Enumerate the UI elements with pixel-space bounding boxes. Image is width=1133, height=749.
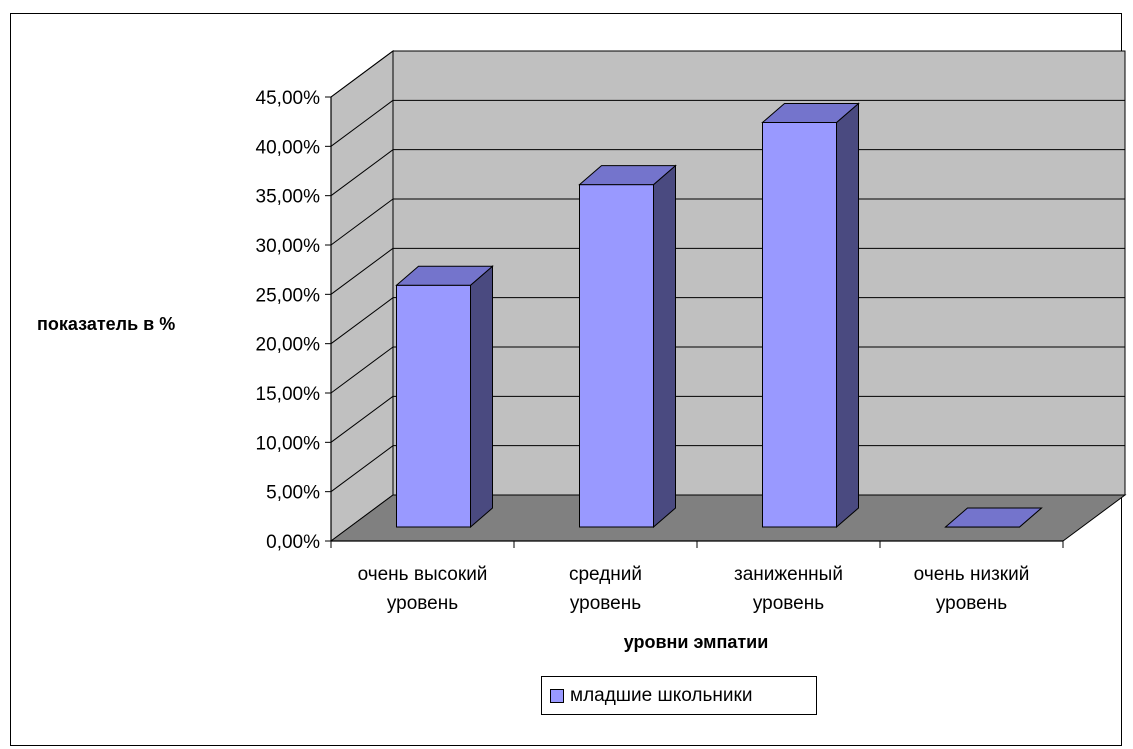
- y-tick-label: 35,00%: [256, 187, 321, 208]
- legend-swatch: [550, 688, 564, 703]
- bar-top: [578, 165, 677, 186]
- gridline-side: [330, 247, 394, 295]
- y-tick-label: 40,00%: [256, 137, 321, 158]
- gridline-side: [330, 395, 394, 443]
- y-tick-label: 10,00%: [256, 433, 321, 454]
- gridline-side: [330, 198, 394, 246]
- gridline-side: [330, 149, 394, 197]
- legend: младшие школьники: [541, 676, 817, 715]
- y-tick-label: 20,00%: [256, 335, 321, 356]
- bars: [395, 102, 1043, 529]
- bar: [762, 121, 837, 528]
- bar: [579, 184, 654, 528]
- y-tick-labels: 0,00% 5,00% 10,00% 15,00% 20,00% 25,00% 30,00%…: [256, 88, 321, 553]
- bar-top: [761, 102, 860, 123]
- axes: [325, 96, 1064, 548]
- chart-walls: [329, 50, 1127, 542]
- gridline-side: [330, 346, 394, 394]
- back-wall: [392, 50, 1126, 496]
- x-tick-label: средний уровень: [569, 564, 642, 614]
- gridlines: [330, 50, 1125, 493]
- y-tick-label: 15,00%: [256, 384, 321, 405]
- bar: [396, 284, 471, 528]
- y-tick-label: 5,00%: [266, 483, 320, 504]
- y-tick-label: 0,00%: [266, 532, 320, 553]
- bar-top: [395, 265, 494, 286]
- x-tick-labels: очень высокий уровень средний уровень заниже…: [358, 564, 1030, 614]
- legend-label: младшие школьники: [570, 684, 753, 706]
- bar-top: [944, 507, 1043, 528]
- gridline-side: [330, 445, 394, 493]
- x-axis-title: уровни эмпатии: [624, 632, 769, 652]
- side-wall: [330, 50, 394, 542]
- bar-side: [653, 164, 676, 529]
- x-tick-label: заниженный уровень: [734, 564, 843, 614]
- x-tick-label: очень высокий уровень: [358, 564, 488, 614]
- gridline-side: [330, 99, 394, 147]
- y-axis-title: показатель в %: [37, 314, 175, 334]
- bar-side: [470, 265, 493, 529]
- gridline-side: [330, 297, 394, 345]
- y-tick-label: 45,00%: [256, 88, 321, 109]
- y-tick-label: 25,00%: [256, 285, 321, 306]
- bar-side: [836, 102, 859, 529]
- x-tick-label: очень низкий уровень: [914, 564, 1030, 614]
- gridline-side: [330, 50, 394, 98]
- y-tick-label: 30,00%: [256, 236, 321, 257]
